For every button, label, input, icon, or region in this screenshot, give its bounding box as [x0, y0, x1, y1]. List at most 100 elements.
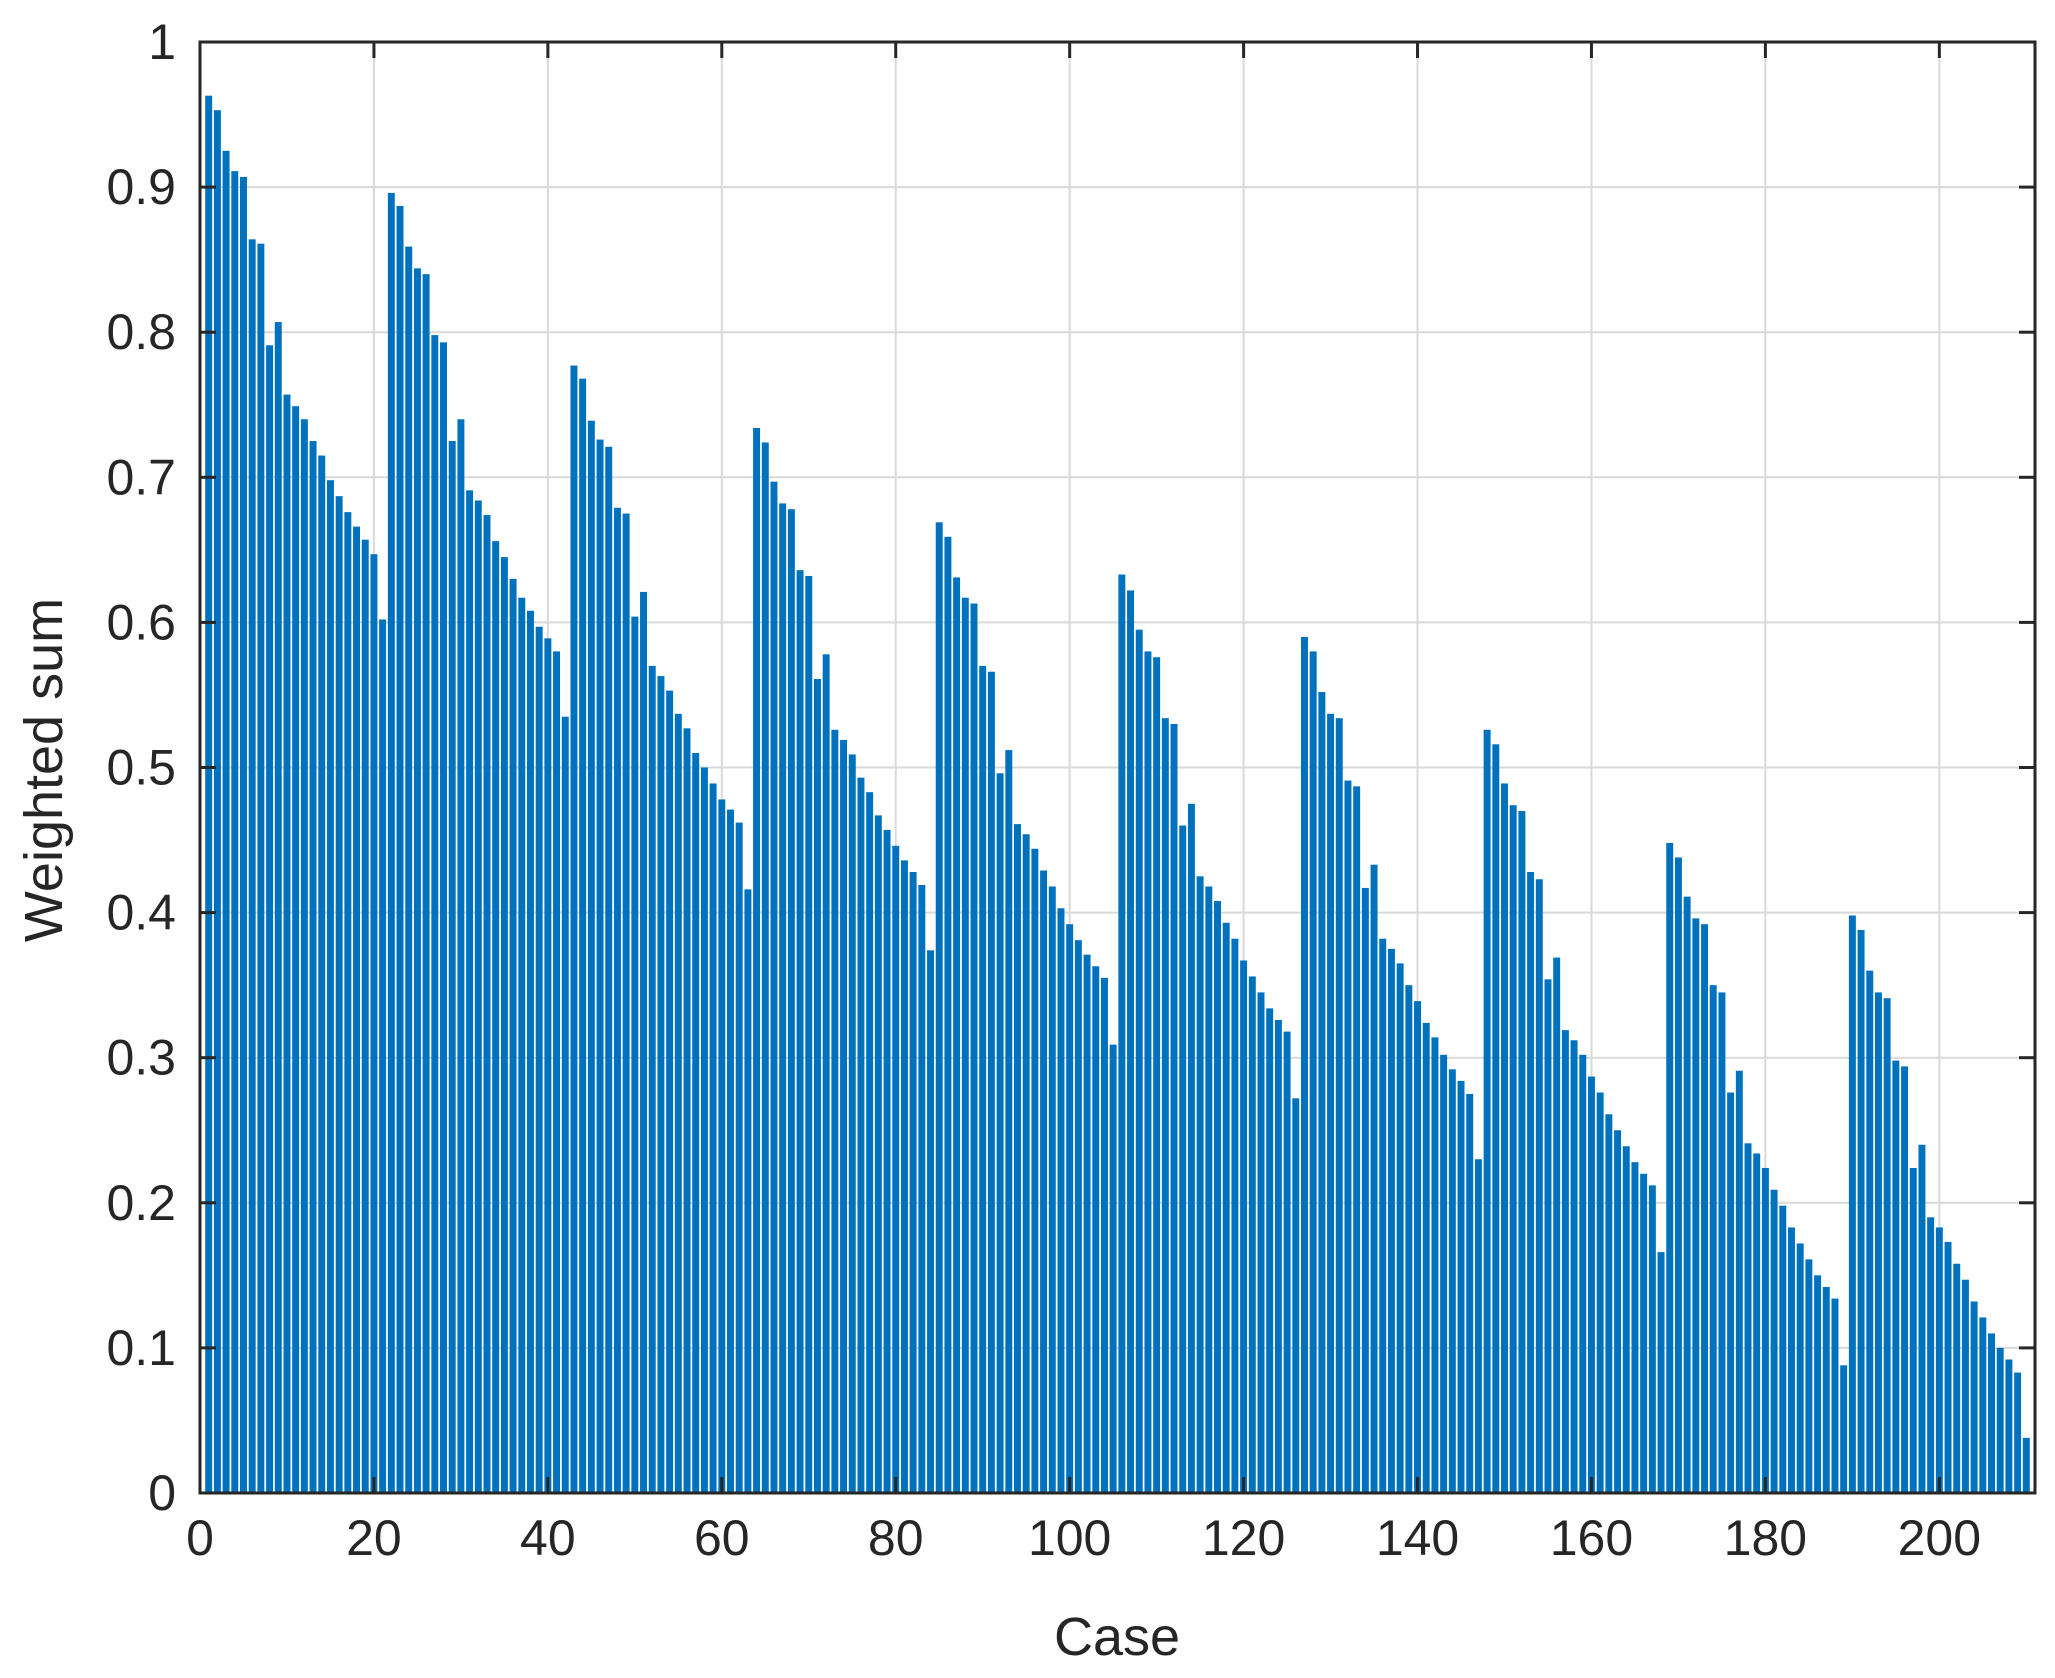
bar [935, 522, 943, 1493]
x-tick-label: 60 [694, 1510, 750, 1566]
bar [353, 526, 361, 1493]
bar [1814, 1275, 1822, 1493]
bar [1822, 1286, 1830, 1493]
bar [1970, 1301, 1978, 1493]
bar [309, 441, 317, 1493]
bar [422, 274, 430, 1493]
bar [874, 815, 882, 1493]
bar [831, 729, 839, 1493]
bar [1031, 848, 1039, 1493]
bar [1214, 900, 1221, 1493]
bar [1718, 992, 1726, 1493]
bar [1074, 940, 1082, 1493]
bar [1092, 966, 1100, 1493]
bar [1222, 922, 1230, 1493]
bar [944, 536, 952, 1493]
bar [1344, 780, 1352, 1493]
bar [213, 110, 221, 1493]
bar [596, 439, 604, 1494]
bar [248, 239, 256, 1494]
bar [987, 671, 995, 1493]
bar [848, 754, 856, 1493]
bar [1744, 1143, 1752, 1493]
bar [1979, 1317, 1987, 1493]
bar [1996, 1347, 2004, 1493]
bar [257, 243, 265, 1494]
bar [953, 577, 961, 1493]
bar [1701, 924, 1709, 1493]
bar [1474, 1159, 1482, 1493]
bar [840, 739, 848, 1493]
bar [553, 651, 561, 1493]
bar [318, 455, 326, 1493]
bar [1118, 574, 1126, 1493]
bar [1570, 1040, 1578, 1493]
bar [474, 500, 482, 1493]
bar [1709, 985, 1717, 1493]
bar [857, 777, 865, 1493]
bar [1083, 954, 1091, 1493]
bar [866, 792, 874, 1493]
bar [927, 950, 934, 1493]
bar [918, 885, 926, 1493]
bar [1066, 924, 1074, 1493]
bar [1205, 886, 1213, 1493]
bar [1857, 930, 1865, 1493]
bar [1909, 1167, 1917, 1493]
bar [1883, 998, 1891, 1493]
bar [822, 654, 830, 1493]
bar [1848, 915, 1856, 1493]
bar [387, 192, 395, 1493]
bar [431, 335, 439, 1493]
bar [379, 619, 387, 1493]
bar [796, 570, 804, 1493]
bar [1040, 870, 1048, 1493]
bar [326, 480, 334, 1493]
bar [1657, 1252, 1665, 1493]
x-tick-label: 160 [1550, 1510, 1633, 1566]
bar [1387, 948, 1395, 1493]
bar [1379, 938, 1387, 1493]
bar [1605, 1114, 1613, 1493]
bar [779, 503, 787, 1494]
bar [640, 591, 648, 1493]
bar [1361, 887, 1369, 1493]
bar [883, 829, 891, 1493]
bar [674, 713, 682, 1493]
bar [1874, 992, 1882, 1493]
bar [1674, 857, 1682, 1493]
bar [1100, 977, 1108, 1493]
bar [266, 345, 274, 1493]
bar [2022, 1437, 2030, 1493]
bar [587, 420, 595, 1494]
bar [657, 676, 665, 1493]
bar [961, 597, 969, 1493]
bar [405, 246, 413, 1493]
bar [1770, 1189, 1778, 1493]
y-tick-label: 0.2 [106, 1175, 176, 1231]
bar [300, 419, 308, 1493]
bar [1309, 651, 1317, 1493]
bar [1335, 718, 1343, 1493]
bar [1179, 825, 1187, 1493]
bar [1022, 834, 1030, 1493]
bar [370, 554, 378, 1493]
bar [1535, 879, 1543, 1493]
bar [1927, 1217, 1935, 1493]
bar [1257, 992, 1265, 1493]
bar [1492, 744, 1500, 1493]
bar [892, 845, 900, 1493]
x-tick-label: 20 [346, 1510, 402, 1566]
bar [1944, 1241, 1952, 1493]
bar [1527, 871, 1535, 1493]
bar [1683, 896, 1691, 1493]
bar [1779, 1205, 1787, 1493]
bar [1153, 657, 1161, 1493]
bar [466, 490, 474, 1493]
bar [1048, 886, 1056, 1493]
bar [909, 871, 917, 1493]
bar [518, 597, 526, 1493]
bar [396, 205, 404, 1493]
bar [1318, 692, 1326, 1493]
